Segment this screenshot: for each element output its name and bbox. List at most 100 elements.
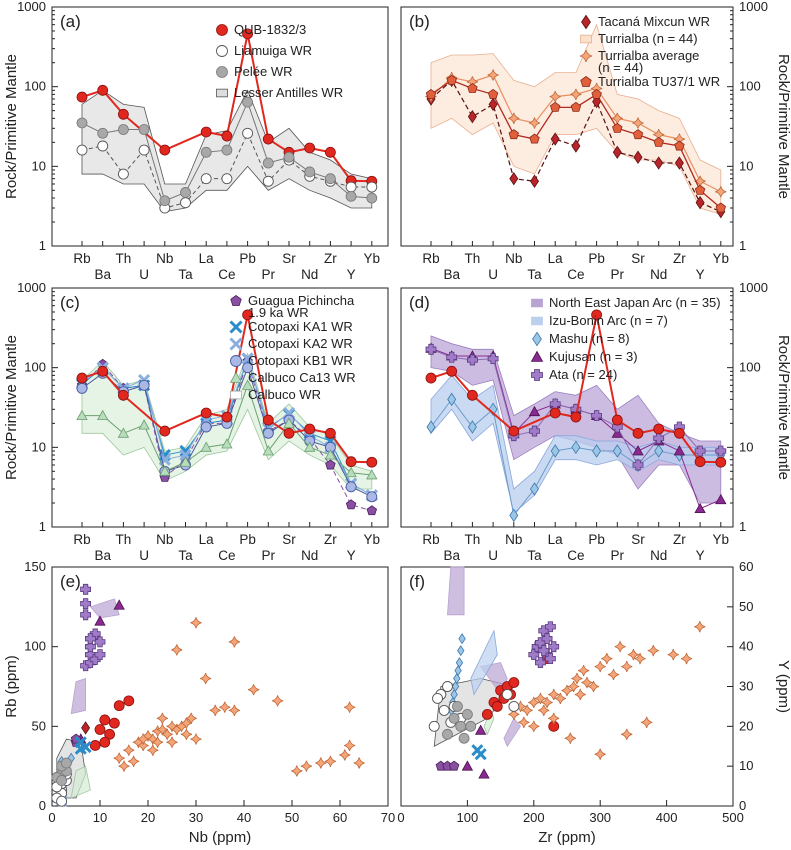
data-point — [632, 117, 644, 129]
data-point — [80, 609, 91, 621]
data-point — [442, 681, 453, 692]
data-point — [550, 444, 560, 458]
data-point — [570, 101, 582, 112]
legend-swatch — [229, 337, 243, 351]
data-point — [521, 704, 533, 717]
data-point — [632, 445, 644, 456]
data-point — [366, 491, 378, 503]
series-qub-1832-3 — [425, 309, 727, 468]
data-point — [324, 449, 337, 460]
data-point — [627, 649, 640, 661]
y-axis-label: Rock/Primitive Mantle — [3, 335, 20, 480]
legend-swatch — [580, 76, 592, 87]
scatter-series-cotopaxi — [74, 736, 92, 755]
data-point — [545, 653, 556, 665]
legend-entry: Guagua Pichincha — [248, 293, 355, 308]
data-point — [137, 733, 149, 745]
data-point — [715, 202, 727, 213]
data-point — [694, 502, 706, 514]
data-point — [85, 641, 96, 653]
data-point — [159, 425, 171, 437]
data-point — [457, 645, 465, 657]
legend-swatch — [581, 14, 591, 30]
y-tick-label: 1000 — [17, 0, 46, 14]
data-point — [324, 755, 337, 767]
plot-frame — [51, 6, 389, 247]
y-axis-label: Rb (ppm) — [3, 655, 20, 718]
y-tick-label: 1000 — [739, 0, 768, 14]
data-point — [508, 112, 520, 124]
element-label: La — [548, 251, 564, 266]
data-point — [159, 195, 171, 207]
element-label: La — [199, 532, 215, 547]
element-label: Pr — [611, 548, 625, 563]
element-label: Nb — [505, 532, 522, 547]
legend-entry: Liamuiga WR — [234, 43, 312, 58]
data-point — [94, 724, 106, 735]
x-tick-label: 50 — [285, 810, 299, 825]
element-label: Th — [465, 251, 481, 266]
legend-entry: (n = 44) — [598, 60, 643, 75]
element-label: Ba — [443, 548, 460, 563]
data-point — [366, 181, 378, 193]
data-point — [325, 459, 336, 470]
data-point — [647, 645, 659, 657]
data-point — [607, 668, 620, 681]
y-tick-label: 1000 — [17, 280, 46, 295]
data-point — [76, 117, 88, 129]
data-point — [674, 140, 685, 151]
element-label: U — [488, 267, 498, 282]
data-point — [538, 645, 550, 657]
data-point — [487, 69, 499, 81]
y-axis-label: Rock/Primitive Mantle — [775, 335, 791, 480]
element-label: Nb — [505, 251, 522, 266]
element-label: Pb — [239, 251, 256, 266]
data-point — [113, 752, 125, 764]
data-point — [262, 157, 274, 169]
scatter-series-pel-e-wr — [51, 757, 72, 786]
data-point — [487, 353, 499, 364]
series-cotopaxi-kb1-wr — [76, 362, 378, 503]
data-point — [242, 309, 254, 321]
element-label: U — [139, 548, 149, 563]
legend-entry: Izu-Bonin Arc (n = 7) — [549, 313, 668, 328]
data-point — [487, 88, 499, 99]
legend-entry: Cotopaxi KA1 WR — [248, 319, 353, 334]
data-point — [76, 91, 88, 103]
field-shade — [447, 566, 465, 616]
data-point — [541, 696, 553, 709]
series-turrialba-tu37-1-wr — [425, 74, 727, 213]
y-axis-label: Rock/Primitive Mantle — [775, 54, 791, 199]
legend-entry: Tacaná Mixcun WR — [598, 14, 710, 29]
y-tick-label: 10 — [32, 158, 46, 173]
data-point — [76, 372, 88, 384]
data-point — [97, 140, 109, 152]
data-point — [228, 704, 241, 717]
element-label: Sr — [282, 251, 296, 266]
data-point — [118, 760, 130, 772]
data-point — [200, 407, 212, 419]
scatter-panel-e: 0 10 20 30 40 50 60 70 0 50 100 150 Nb (ppm) Rb (ppm)… — [3, 559, 395, 846]
data-point — [601, 653, 613, 665]
data-point — [695, 195, 705, 210]
plot-frame — [51, 287, 389, 528]
data-point — [179, 456, 192, 467]
data-point — [529, 425, 540, 437]
data-point — [304, 423, 316, 435]
data-point — [667, 649, 679, 661]
scatter-series-guagua-pichincha-1-9-ka-wr — [435, 760, 460, 771]
data-point — [180, 187, 191, 198]
data-point — [304, 142, 316, 154]
data-point — [166, 736, 178, 748]
data-point — [345, 456, 357, 468]
data-point — [200, 441, 212, 452]
data-point — [117, 168, 129, 180]
y-tick-label: 0 — [739, 798, 746, 813]
data-point — [76, 144, 88, 156]
x-tick-label: 20 — [141, 810, 155, 825]
legend-entry: Ata (n = 24) — [549, 367, 617, 382]
y-tick-label: 100 — [24, 639, 46, 654]
data-point — [509, 171, 519, 186]
